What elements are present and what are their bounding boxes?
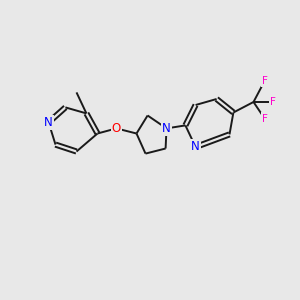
- Text: F: F: [270, 97, 276, 107]
- Text: F: F: [262, 76, 268, 86]
- Text: N: N: [44, 116, 53, 129]
- Text: N: N: [191, 140, 200, 154]
- Text: O: O: [112, 122, 121, 135]
- Text: F: F: [262, 113, 268, 124]
- Text: N: N: [162, 122, 171, 135]
